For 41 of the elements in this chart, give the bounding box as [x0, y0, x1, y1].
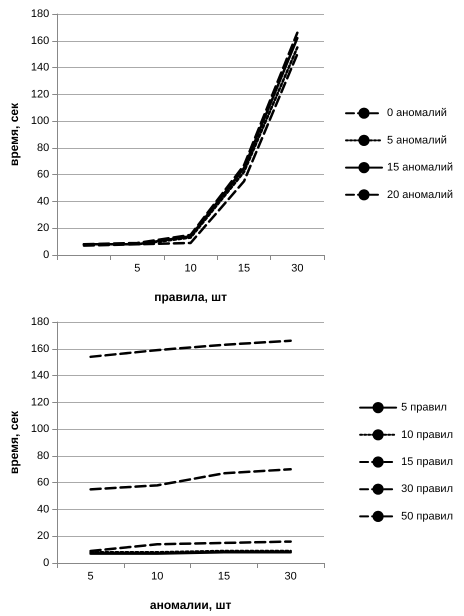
y-tick-label: 160 — [30, 34, 50, 47]
legend-label: 10 правил — [401, 428, 453, 441]
y-tick-label: 20 — [37, 530, 50, 542]
legend-label: 15 правил — [401, 456, 453, 468]
y-tick-label: 0 — [43, 557, 50, 569]
x-tick-label: 15 — [218, 570, 230, 582]
x-axis-title: правила, шт — [154, 290, 228, 304]
y-tick-label: 120 — [30, 88, 50, 100]
legend-label: 50 правил — [401, 510, 453, 522]
y-tick-label: 60 — [37, 168, 50, 181]
y-tick-label: 120 — [30, 396, 50, 408]
y-tick-label: 180 — [30, 316, 50, 328]
legend-label: 5 аномалий — [387, 134, 447, 146]
y-tick-label: 100 — [30, 423, 50, 436]
y-tick-label: 140 — [30, 370, 50, 382]
legend-label: 0 аномалий — [387, 107, 447, 120]
x-tick-label: 5 — [88, 570, 94, 582]
y-tick-label: 60 — [37, 476, 50, 489]
y-tick-label: 100 — [30, 115, 50, 128]
x-tick-label: 15 — [238, 262, 250, 274]
x-tick-label: 5 — [134, 262, 140, 274]
legend-label: 5 правил — [401, 402, 447, 414]
y-tick-label: 140 — [30, 62, 50, 74]
y-tick-label: 160 — [30, 342, 50, 355]
legend-label: 15 аномалий — [387, 162, 454, 174]
x-tick-label: 30 — [291, 262, 304, 274]
y-axis-title: время, сек — [7, 410, 21, 474]
x-tick-label: 10 — [184, 262, 197, 274]
legend-label: 30 правил — [401, 483, 453, 496]
y-tick-label: 40 — [37, 503, 50, 516]
x-axis-title: аномалии, шт — [150, 598, 232, 612]
y-tick-label: 20 — [37, 222, 50, 234]
y-tick-label: 40 — [37, 195, 50, 208]
legend-label: 20 аномалий — [387, 188, 454, 201]
x-tick-label: 30 — [284, 570, 297, 582]
x-tick-label: 10 — [151, 570, 164, 582]
y-tick-label: 0 — [43, 249, 50, 261]
y-axis-title: время, сек — [7, 102, 21, 166]
y-tick-label: 180 — [30, 8, 50, 20]
y-tick-label: 80 — [37, 450, 50, 462]
y-tick-label: 80 — [37, 142, 50, 154]
